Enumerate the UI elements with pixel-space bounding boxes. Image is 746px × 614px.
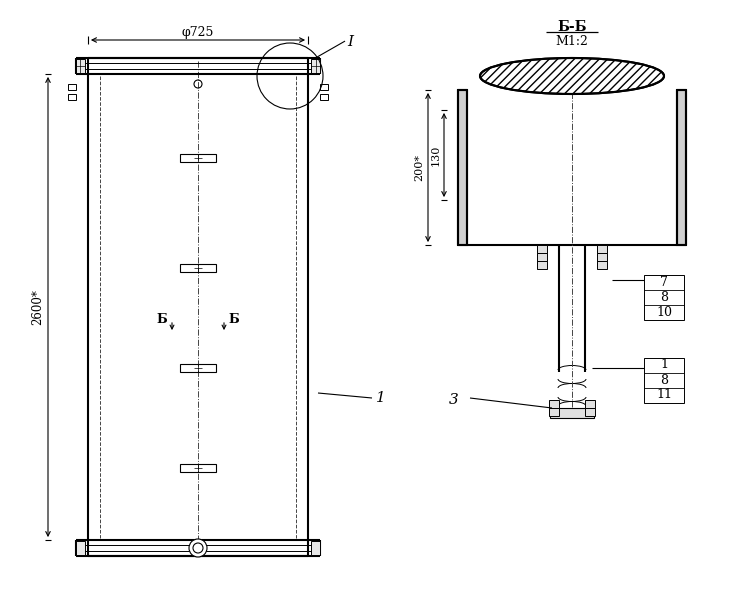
Bar — [549, 408, 559, 416]
Bar — [76, 541, 85, 555]
Bar — [458, 90, 467, 245]
Bar — [68, 94, 76, 100]
Text: φ725: φ725 — [182, 26, 214, 39]
Bar — [644, 275, 684, 320]
Text: Б: Б — [228, 313, 239, 326]
Bar — [537, 261, 547, 269]
Bar — [76, 59, 85, 73]
Bar — [585, 400, 595, 408]
Text: 11: 11 — [656, 389, 672, 402]
Text: 7: 7 — [660, 276, 668, 289]
Bar — [550, 408, 594, 418]
Text: 1: 1 — [376, 391, 386, 405]
Bar — [320, 94, 328, 100]
Bar — [180, 154, 216, 162]
Text: 3: 3 — [449, 393, 459, 407]
Bar — [320, 84, 328, 90]
Bar — [597, 261, 607, 269]
Bar — [180, 264, 216, 272]
Text: 10: 10 — [656, 306, 672, 319]
Bar — [311, 541, 320, 555]
Bar — [644, 358, 684, 403]
Text: I: I — [347, 35, 353, 49]
Bar — [180, 364, 216, 372]
Text: Б: Б — [157, 313, 167, 326]
Ellipse shape — [480, 58, 664, 94]
Bar — [549, 400, 559, 408]
Bar — [585, 408, 595, 416]
Bar — [597, 253, 607, 261]
Text: Б-Б: Б-Б — [557, 20, 587, 34]
Bar — [68, 84, 76, 90]
Text: 200*: 200* — [414, 154, 424, 181]
Bar — [537, 253, 547, 261]
Text: M1:2: M1:2 — [556, 35, 589, 48]
Circle shape — [189, 539, 207, 557]
Bar — [677, 90, 686, 245]
Text: 8: 8 — [660, 373, 668, 386]
Text: 2600*: 2600* — [31, 289, 44, 325]
Text: 8: 8 — [660, 290, 668, 303]
Bar — [180, 464, 216, 472]
Text: 1: 1 — [660, 359, 668, 371]
Text: 130: 130 — [431, 144, 441, 166]
Bar — [537, 245, 547, 253]
Bar — [597, 245, 607, 253]
Bar — [311, 59, 320, 73]
